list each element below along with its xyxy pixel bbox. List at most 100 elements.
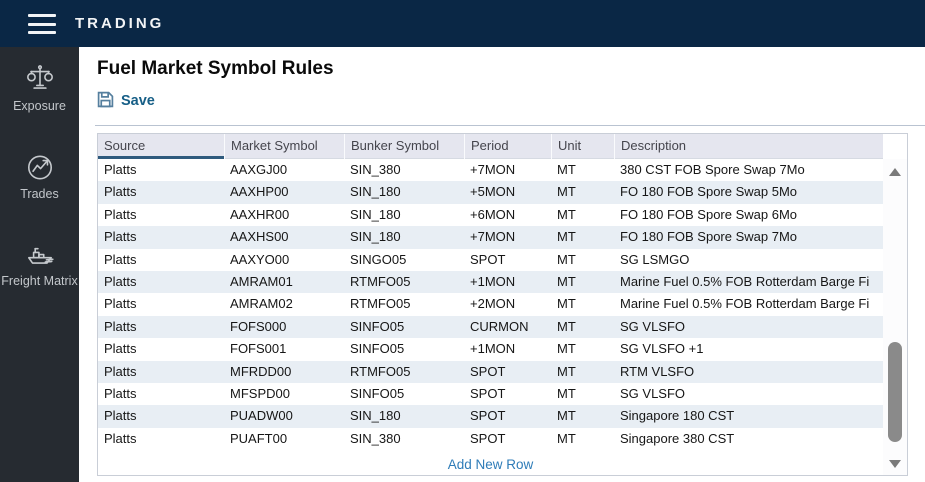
table-cell: Platts [104, 162, 137, 177]
sidebar-item-label: Trades [20, 187, 59, 201]
toolbar-divider [95, 125, 925, 126]
table-cell: AAXGJ00 [230, 162, 288, 177]
table-cell: MT [557, 184, 576, 200]
table-cell: +6MON [470, 206, 516, 222]
table-cell: FOFS001 [230, 341, 287, 357]
save-label: Save [121, 93, 155, 109]
table-row[interactable]: Platts MFRDD00 RTMFO05 SPOT MT RTM VLSFO [98, 360, 883, 383]
scrollbar-thumb[interactable] [888, 342, 902, 442]
table-cell: SG VLSFO [620, 318, 686, 334]
table-cell: SPOT [470, 363, 506, 379]
table-cell: AAXHS00 [230, 229, 289, 245]
table-cell: AMRAM02 [230, 296, 293, 312]
table-cell: MT [557, 251, 576, 267]
table-cell: SG VLSFO [620, 385, 686, 401]
save-button[interactable]: Save [97, 91, 155, 111]
column-header-unit[interactable]: Unit [551, 134, 614, 159]
add-new-row-button[interactable]: Add New Row [98, 449, 883, 475]
table-cell: Platts [104, 296, 137, 312]
table-cell: SINFO05 [350, 318, 405, 334]
table-cell: SPOT [470, 430, 506, 446]
scales-icon [24, 63, 56, 95]
table-cell: MFRDD00 [230, 363, 292, 379]
table-cell: 380 CST FOB Spore Swap 7Mo [620, 162, 805, 177]
table-cell: FO 180 FOB Spore Swap 6Mo [620, 206, 798, 222]
column-header-period[interactable]: Period [464, 134, 551, 159]
table-cell: SG VLSFO +1 [620, 341, 704, 357]
table-cell: MT [557, 430, 576, 446]
ship-icon [24, 238, 56, 270]
table-cell: SPOT [470, 251, 506, 267]
table-cell: +2MON [470, 296, 516, 312]
table-cell: MT [557, 162, 576, 177]
table-cell: Platts [104, 363, 137, 379]
table-row[interactable]: Platts AAXGJ00 SIN_380 +7MON MT 380 CST FOB S… [98, 159, 883, 181]
table-row[interactable]: Platts AAXHR00 SIN_180 +6MON MT FO 180 FOB Sp… [98, 204, 883, 226]
table-cell: FO 180 FOB Spore Swap 5Mo [620, 184, 798, 200]
table-cell: MT [557, 385, 576, 401]
table-cell: MT [557, 318, 576, 334]
column-header-market-symbol[interactable]: Market Symbol [224, 134, 344, 159]
table-row[interactable]: Platts AAXYO00 SINGO05 SPOT MT SG LSMGO [98, 249, 883, 271]
scroll-down-icon[interactable] [889, 460, 901, 468]
sidebar-item-label: Freight Matrix [1, 274, 78, 288]
table-cell: SG LSMGO [620, 251, 690, 267]
table-cell: Singapore 180 CST [620, 408, 735, 424]
table-body: Platts AAXGJ00 SIN_380 +7MON MT 380 CST FOB S… [98, 159, 883, 450]
table-cell: SINFO05 [350, 341, 405, 357]
table-cell: SPOT [470, 385, 506, 401]
table-cell: Platts [104, 273, 137, 289]
table-cell: +5MON [470, 184, 516, 200]
symbol-rules-table: Source Market Symbol Bunker Symbol Perio… [97, 133, 908, 476]
table-cell: MFSPD00 [230, 385, 290, 401]
table-cell: FOFS000 [230, 318, 287, 334]
sidebar-item-freight-matrix[interactable]: Freight Matrix [0, 238, 79, 289]
table-cell: Platts [104, 229, 137, 245]
table-cell: CURMON [470, 318, 529, 334]
table-cell: SINFO05 [350, 385, 405, 401]
trend-chart-icon [24, 151, 56, 183]
table-row[interactable]: Platts MFSPD00 SINFO05 SPOT MT SG VLSFO [98, 383, 883, 405]
sidebar-item-exposure[interactable]: Exposure [0, 63, 79, 114]
table-row[interactable]: Platts FOFS001 SINFO05 +1MON MT SG VLSFO +1 [98, 338, 883, 360]
vertical-scrollbar[interactable] [883, 159, 907, 475]
column-header-description[interactable]: Description [614, 134, 883, 159]
table-cell: SIN_380 [350, 162, 401, 177]
sidebar-item-trades[interactable]: Trades [0, 151, 79, 202]
menu-icon[interactable] [28, 14, 56, 34]
table-cell: +7MON [470, 162, 516, 177]
table-cell: RTM VLSFO [620, 363, 695, 379]
table-cell: MT [557, 206, 576, 222]
table-cell: RTMFO05 [350, 273, 411, 289]
main-content: Fuel Market Symbol Rules Save Source Mar… [79, 47, 925, 482]
table-cell: AAXHR00 [230, 206, 290, 222]
table-row[interactable]: Platts AAXHS00 SIN_180 +7MON MT FO 180 FOB Sp… [98, 226, 883, 249]
scroll-up-icon[interactable] [889, 168, 901, 176]
table-row[interactable]: Platts AAXHP00 SIN_180 +5MON MT FO 180 FOB Sp… [98, 181, 883, 204]
app-title: TRADING [75, 15, 165, 32]
table-row[interactable]: Platts AMRAM01 RTMFO05 +1MON MT Marine Fuel 0… [98, 270, 883, 294]
table-cell: SIN_180 [350, 229, 401, 245]
table-cell: AMRAM01 [230, 273, 293, 289]
table-cell: +1MON [470, 341, 516, 357]
table-row[interactable]: Platts FOFS000 SINFO05 CURMON MT SG VLSFO [98, 315, 883, 339]
top-bar: TRADING [0, 0, 925, 47]
table-cell: +7MON [470, 229, 516, 245]
table-cell: AAXYO00 [230, 251, 290, 267]
table-row[interactable]: Platts PUADW00 SIN_180 SPOT MT Singapore 180 … [98, 405, 883, 428]
table-cell: MT [557, 273, 576, 289]
table-cell: SPOT [470, 408, 506, 424]
sidebar-item-label: Exposure [13, 99, 66, 113]
table-row[interactable]: Platts AMRAM02 RTMFO05 +2MON MT Marine Fuel 0… [98, 293, 883, 315]
page-title: Fuel Market Symbol Rules [97, 58, 334, 79]
table-row[interactable]: Platts PUAFT00 SIN_380 SPOT MT Singapore 380 … [98, 428, 883, 450]
table-cell: PUAFT00 [230, 430, 288, 446]
column-header-bunker-symbol[interactable]: Bunker Symbol [344, 134, 464, 159]
table-cell: MT [557, 229, 576, 245]
table-cell: Platts [104, 184, 137, 200]
column-header-source[interactable]: Source [98, 134, 224, 159]
table-cell: Marine Fuel 0.5% FOB Rotterdam Barge Fi [620, 296, 870, 312]
table-cell: MT [557, 363, 576, 379]
table-cell: Platts [104, 318, 137, 334]
table-cell: Marine Fuel 0.5% FOB Rotterdam Barge Fi [620, 273, 870, 289]
